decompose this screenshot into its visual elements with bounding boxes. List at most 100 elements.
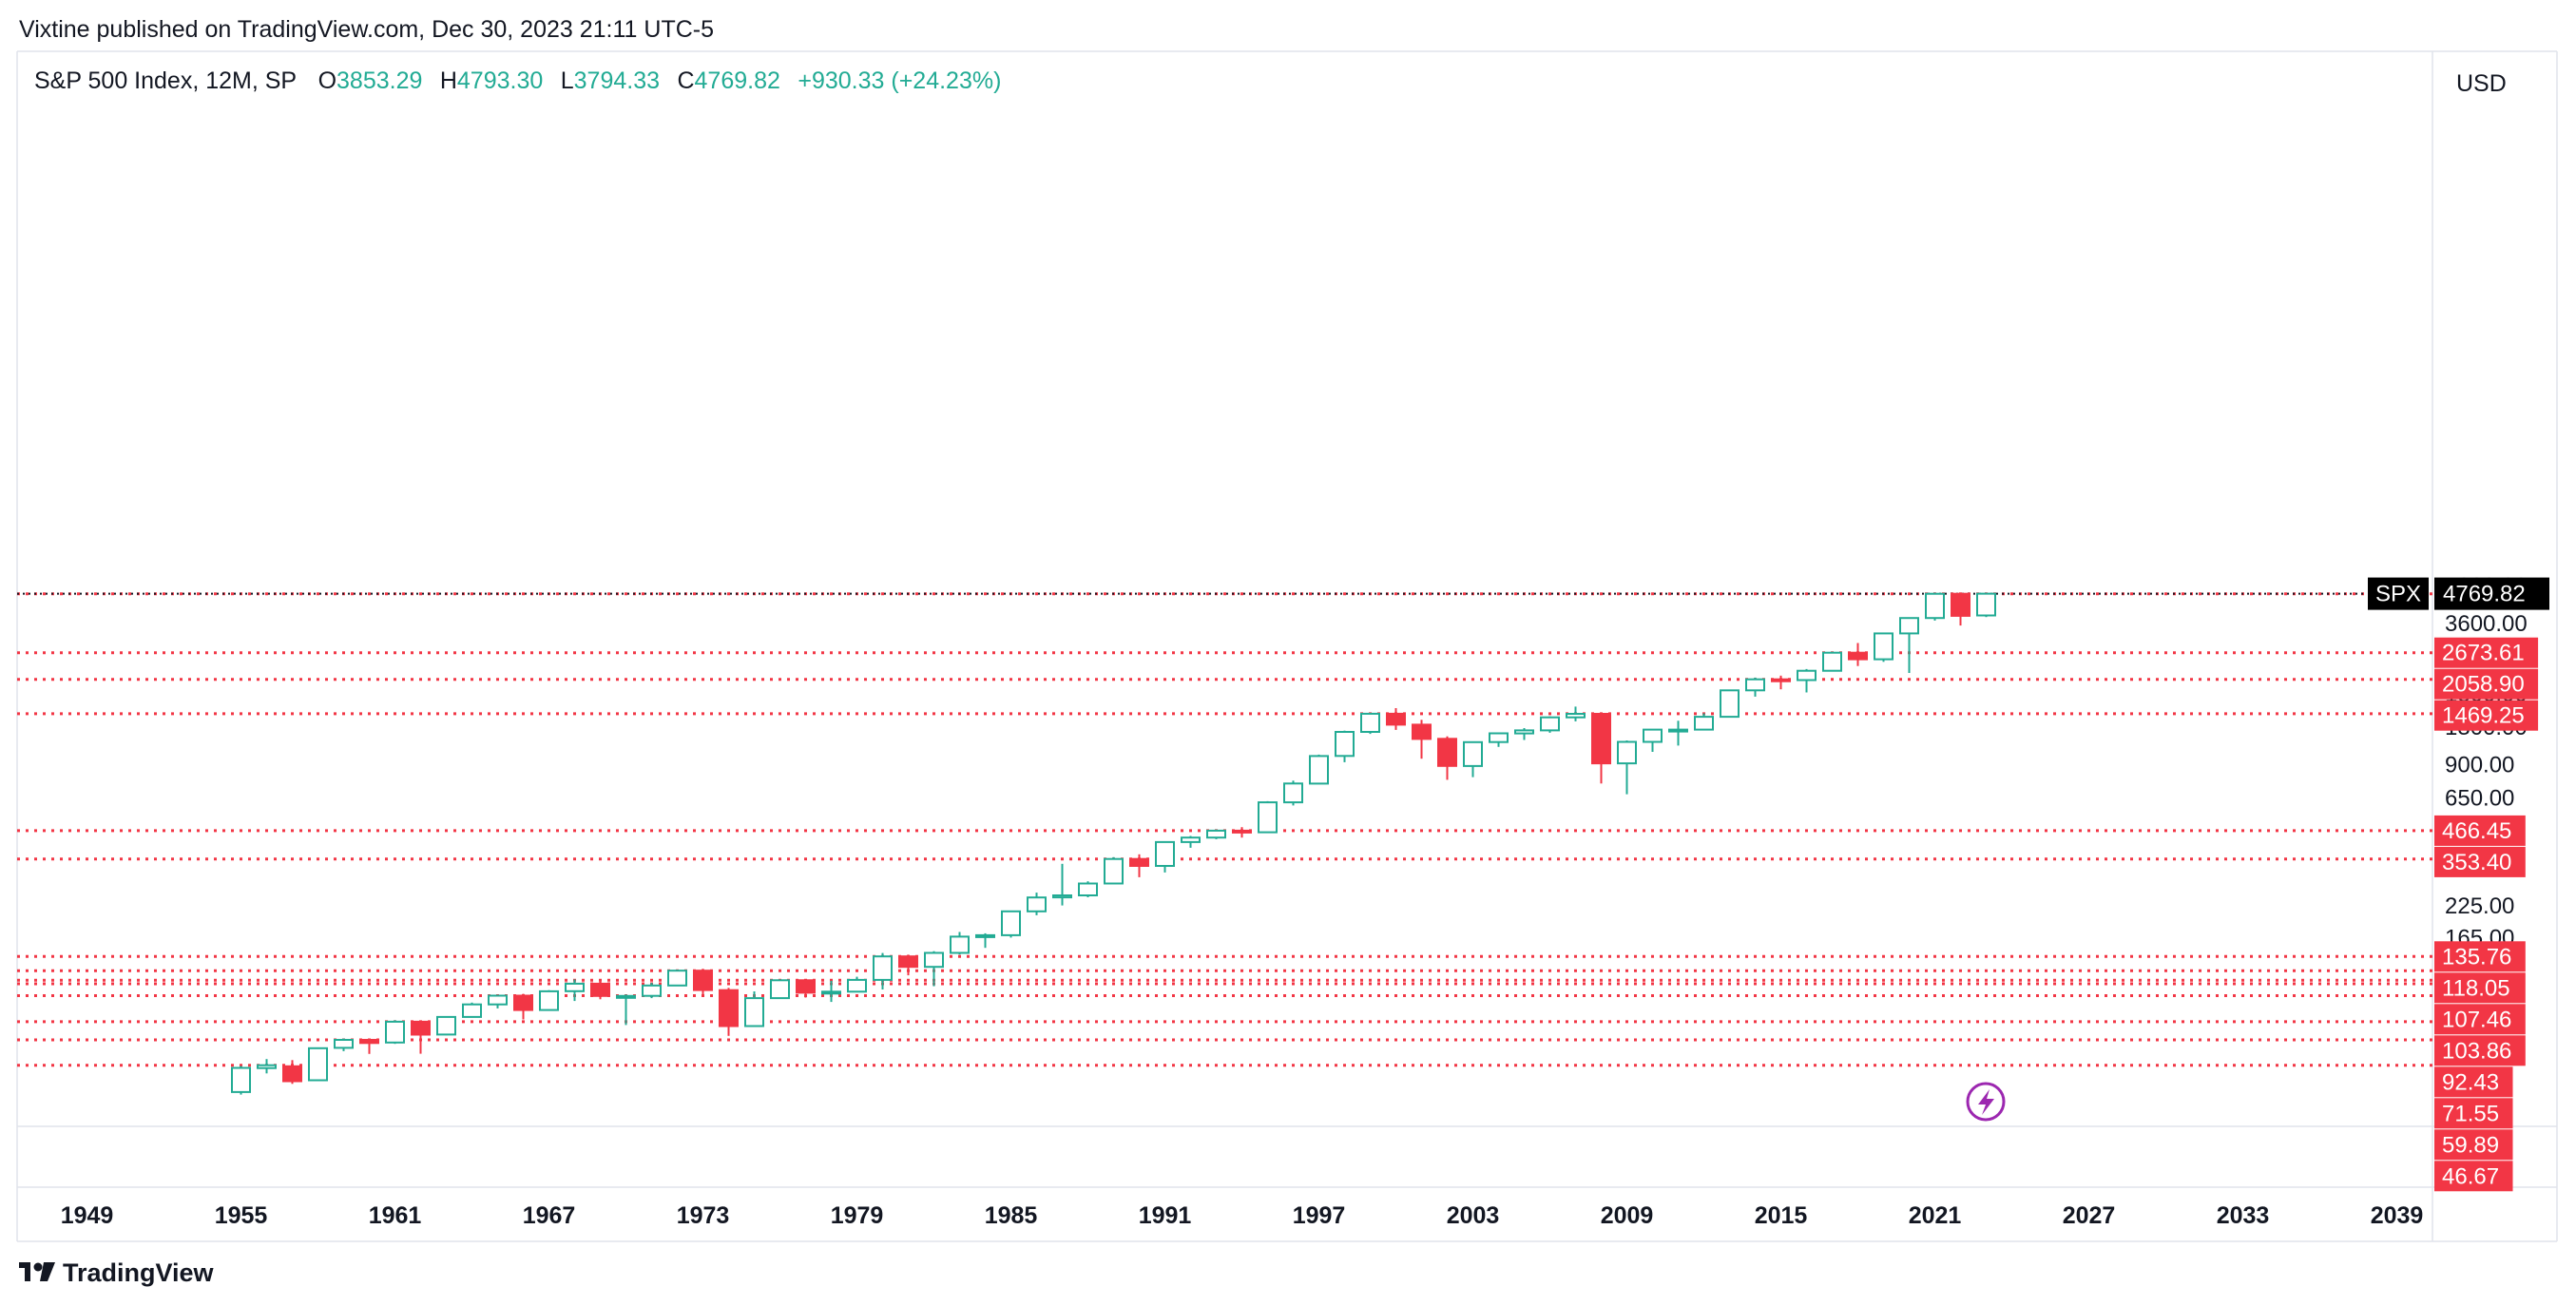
level-label-bg <box>2434 972 2526 1004</box>
candle-body <box>1386 712 1406 726</box>
candle-1963 <box>436 1015 456 1036</box>
candle-body <box>924 951 944 969</box>
candle-body <box>744 997 764 1028</box>
candle-body <box>1206 829 1226 839</box>
candle-1983 <box>950 931 970 955</box>
currency-button-bg <box>2437 55 2551 108</box>
candle-body <box>796 979 816 994</box>
candle-1979 <box>847 976 867 993</box>
candle-body <box>1848 651 1868 661</box>
tradingview-logo[interactable]: TradingView <box>19 1258 215 1287</box>
candle-body <box>1232 829 1252 834</box>
candle-body <box>513 994 533 1011</box>
candle-body <box>1489 732 1509 743</box>
candle-1967 <box>539 989 559 1011</box>
year-tick-label: 1961 <box>369 1202 422 1229</box>
level-label: 46.67 <box>2442 1163 2499 1189</box>
candle-1956 <box>257 1059 277 1074</box>
candle-1982 <box>924 951 944 987</box>
candle-body <box>1822 651 1842 672</box>
candle-body <box>616 994 636 999</box>
currency-label: USD <box>2456 70 2507 97</box>
candle-2017 <box>1822 651 1842 672</box>
open-value: 3853.29 <box>336 67 422 94</box>
candle-body <box>334 1039 354 1049</box>
candle-2018 <box>1848 643 1868 666</box>
year-tick-label: 2039 <box>2371 1202 2424 1229</box>
year-tick-label: 1991 <box>1139 1202 1192 1229</box>
candle-1999 <box>1360 712 1380 735</box>
symbol-title: S&P 500 Index, 12M, SP <box>34 67 297 94</box>
candle-2013 <box>1720 689 1740 719</box>
price-tick-label: 650.00 <box>2445 785 2514 811</box>
level-label: 1469.25 <box>2442 703 2525 729</box>
price-tick-label: 225.00 <box>2445 893 2514 919</box>
candle-body <box>1668 728 1688 733</box>
candle-body <box>1617 740 1637 765</box>
level-label: 103.86 <box>2442 1038 2511 1064</box>
candle-1984 <box>975 932 995 949</box>
candle-1995 <box>1258 800 1278 834</box>
level-label: 107.46 <box>2442 1007 2511 1032</box>
candle-body <box>1720 689 1740 719</box>
candle-body <box>1309 755 1329 785</box>
candle-body <box>719 989 739 1028</box>
year-tick-label: 2015 <box>1755 1202 1808 1229</box>
year-tick-label: 2003 <box>1447 1202 1500 1229</box>
candle-body <box>411 1020 431 1036</box>
candle-body <box>847 978 867 993</box>
level-label-bg <box>2434 1129 2513 1161</box>
candle-2001 <box>1412 720 1432 759</box>
candle-body <box>1027 896 1047 912</box>
candle-body <box>1181 836 1201 843</box>
level-label-bg <box>2434 1161 2513 1192</box>
candle-1980 <box>873 952 893 989</box>
candle-2008 <box>1591 713 1611 784</box>
level-label-bg <box>2434 1066 2513 1098</box>
candle-1965 <box>488 994 508 1008</box>
candle-2014 <box>1745 677 1765 697</box>
level-label-bg <box>2434 637 2539 668</box>
candle-body <box>1360 712 1380 734</box>
level-label: 118.05 <box>2442 975 2510 1001</box>
level-labels: 4766.192673.612058.901469.25466.45353.40… <box>2434 578 2539 1192</box>
candle-1955 <box>231 1066 251 1095</box>
candle-body <box>1745 678 1765 692</box>
candle-body <box>667 970 687 987</box>
level-label: 466.45 <box>2442 818 2511 844</box>
level-label: 59.89 <box>2442 1132 2499 1158</box>
currency-button[interactable]: USD <box>2437 55 2551 108</box>
candle-1994 <box>1232 827 1252 838</box>
candle-body <box>1129 857 1149 868</box>
candle-1964 <box>462 1002 482 1018</box>
candle-1962 <box>411 1020 431 1054</box>
candle-1974 <box>719 988 739 1036</box>
horizontal-levels <box>17 592 2432 1067</box>
candle-2012 <box>1694 713 1714 731</box>
year-tick-label: 1973 <box>677 1202 730 1229</box>
candle-body <box>1591 713 1611 765</box>
candle-body <box>1412 723 1432 740</box>
candle-body <box>1925 592 1945 620</box>
low-label: L <box>561 67 574 94</box>
candle-1960 <box>359 1039 379 1054</box>
candle-1992 <box>1181 835 1201 848</box>
candles <box>231 592 1996 1095</box>
candle-1990 <box>1129 854 1149 877</box>
candle-1978 <box>821 980 841 1003</box>
lightning-icon[interactable] <box>1966 1082 2006 1122</box>
candle-body <box>1694 716 1714 731</box>
open-label: O <box>318 67 336 94</box>
candle-1993 <box>1206 829 1226 839</box>
level-label-bg <box>2434 1098 2513 1129</box>
candle-body <box>565 982 585 992</box>
year-tick-label: 2021 <box>1909 1202 1962 1229</box>
candle-body <box>642 984 662 997</box>
candle-2009 <box>1617 740 1637 795</box>
level-label: 2673.61 <box>2442 641 2525 666</box>
symbol-legend[interactable]: S&P 500 Index, 12M, SP O3853.29 H4793.30… <box>34 67 1001 94</box>
candle-body <box>1078 882 1098 896</box>
level-label: 353.40 <box>2442 850 2511 875</box>
candle-body <box>1335 731 1355 758</box>
